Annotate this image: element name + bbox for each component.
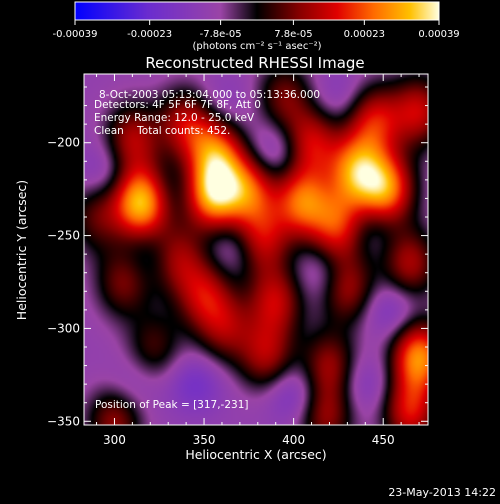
y-tick-label: −200	[47, 136, 80, 150]
x-tick-label: 400	[282, 433, 305, 447]
colorbar-tick-label: 0.00039	[418, 29, 459, 40]
annotation-detectors: Detectors: 4F 5F 6F 7F 8F, Att 0	[94, 99, 261, 111]
x-axis-label: Heliocentric X (arcsec)	[185, 447, 326, 462]
x-axis: 300 350 400 450	[96, 74, 420, 447]
chart-title: Reconstructed RHESSI Image	[145, 54, 364, 72]
colorbar-units-label: (photons cm⁻² s⁻¹ asec⁻²)	[192, 41, 321, 52]
colorbar-tick-label: 0.00023	[344, 29, 385, 40]
colorbar-tick-label: -7.8e-05	[200, 29, 242, 40]
y-axis-label: Heliocentric Y (arcsec)	[14, 180, 29, 320]
footer-timestamp: 23-May-2013 14:22	[388, 486, 496, 499]
x-tick-label: 350	[193, 433, 216, 447]
y-tick-label: −350	[47, 414, 80, 428]
x-tick-label: 300	[103, 433, 126, 447]
y-axis: −350 −300 −250 −200	[47, 86, 428, 428]
annotation-energy-range: Energy Range: 12.0 - 25.0 keV	[94, 112, 255, 124]
annotation-clean-counts: Clean Total counts: 452.	[94, 125, 230, 137]
plot-frame	[83, 73, 429, 426]
colorbar-tick-label: 7.8e-05	[274, 29, 312, 40]
x-tick-label: 450	[372, 433, 395, 447]
plot-area	[83, 73, 429, 426]
heatmap-image	[84, 74, 428, 425]
colorbar	[74, 1, 440, 21]
y-tick-label: −300	[47, 321, 80, 335]
annotation-time-range: 8-Oct-2003 05:13:04.000 to 05:13:36.000	[99, 89, 320, 101]
colorbar-tick-label: -0.00023	[127, 29, 172, 40]
y-tick-label: −250	[47, 229, 80, 243]
annotation-peak-position: Position of Peak = [317,-231]	[95, 399, 249, 411]
colorbar-tick-label: -0.00039	[53, 29, 98, 40]
colorbar-ticks: -0.00039 -0.00023 -7.8e-05 7.8e-05 0.00023 0.…	[53, 20, 460, 40]
